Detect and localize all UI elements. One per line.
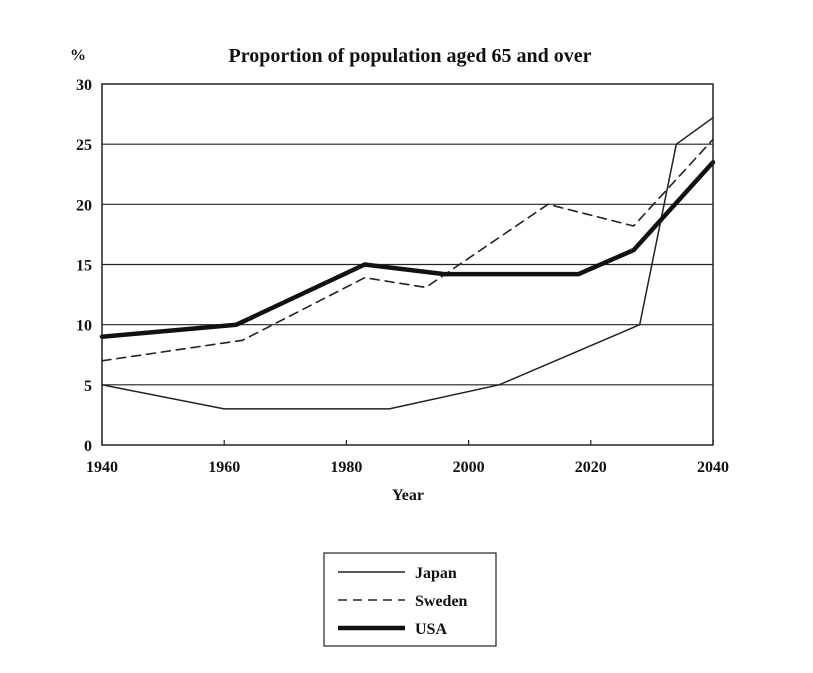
- plot-frame: [101, 83, 714, 446]
- x-tick-label: 1960: [208, 459, 240, 476]
- y-tick-label: 5: [84, 378, 92, 395]
- series-line-sweden: [101, 138, 714, 362]
- y-tick-label: 15: [76, 258, 92, 275]
- x-tick-label: 1980: [330, 459, 362, 476]
- series-line-japan: [101, 116, 714, 410]
- y-tick-labels: 0 5 10 15 20 25 30: [76, 77, 92, 455]
- y-axis-unit-label: %: [70, 47, 86, 64]
- chart-title: Proportion of population aged 65 and ove…: [229, 45, 592, 67]
- x-tick-label: 1940: [86, 459, 118, 476]
- x-tick-label: 2020: [575, 459, 607, 476]
- legend-label-sweden: Sweden: [415, 593, 468, 610]
- series-lines: [99, 116, 716, 410]
- legend: Japan Sweden USA: [323, 552, 497, 647]
- legend-box: [323, 552, 497, 647]
- x-tick-label: 2000: [453, 459, 485, 476]
- y-tick-label: 30: [76, 77, 92, 94]
- legend-label-japan: Japan: [415, 565, 457, 582]
- legend-label-usa: USA: [415, 621, 447, 638]
- y-tick-label: 10: [76, 318, 92, 335]
- x-tick-label: 2040: [697, 459, 729, 476]
- series-line-usa: [99, 159, 716, 339]
- x-tick-labels: 1940 1960 1980 2000 2020 2040: [86, 440, 729, 476]
- y-tick-label: 0: [84, 438, 92, 455]
- horizontal-gridlines: [102, 143, 713, 386]
- y-tick-label: 20: [76, 197, 92, 214]
- x-axis-label: Year: [392, 487, 424, 504]
- y-tick-label: 25: [76, 137, 92, 154]
